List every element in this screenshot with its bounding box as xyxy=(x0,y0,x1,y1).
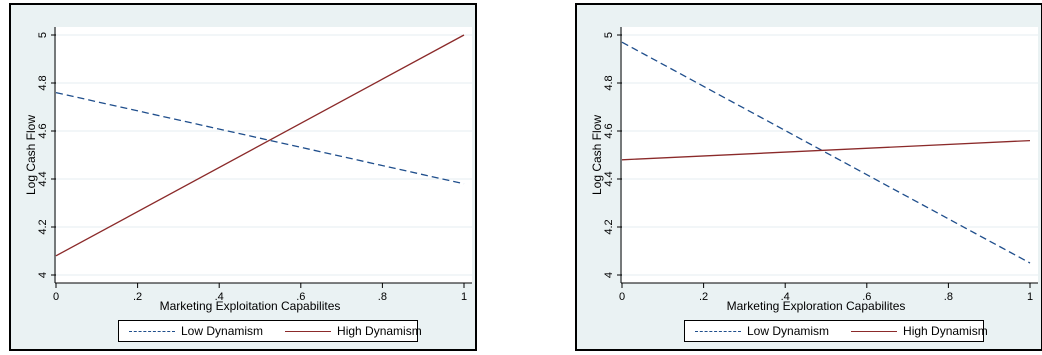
y-tick-label: 4.2 xyxy=(37,219,49,234)
chart-panel-exploitation: 4 4.2 4.4 4.6 4.8 5 0 .2 .4 .6 .8 1 Marketing Exploi… xyxy=(9,3,477,351)
legend-item-high: High Dynamism xyxy=(285,324,422,338)
x-tick-label: 1 xyxy=(1027,291,1033,303)
y-tick-label: 5 xyxy=(603,32,615,38)
y-tick-label: 4 xyxy=(603,272,615,278)
x-tick-label: .6 xyxy=(296,291,305,303)
chart-exploration: 4 4.2 4.4 4.6 4.8 5 0 .2 .4 .6 .8 1 Marketing Explor… xyxy=(590,27,1038,313)
y-tick-label: 5 xyxy=(37,32,49,38)
legend-item-low: Low Dynamism xyxy=(129,324,263,338)
y-tick-label: 4.2 xyxy=(603,219,615,234)
y-tick-label: 4.4 xyxy=(603,171,615,186)
series-line-high-dynamism xyxy=(55,34,465,257)
x-axis-label: Marketing Exploitation Capabilites xyxy=(160,299,341,313)
y-tick-label: 4.6 xyxy=(603,123,615,138)
legend-item-low: Low Dynamism xyxy=(695,324,829,338)
legend-item-high: High Dynamism xyxy=(851,324,988,338)
y-axis-label: Log Cash Flow xyxy=(24,115,38,195)
x-tick-label: .2 xyxy=(699,291,708,303)
legend-swatch-high xyxy=(851,330,898,332)
x-axis-label: Marketing Exploration Capabilites xyxy=(727,299,906,313)
legend: Low Dynamism High Dynamism xyxy=(118,320,422,342)
x-tick-label: .4 xyxy=(781,291,790,303)
x-tick-label: .4 xyxy=(215,291,224,303)
plot-area xyxy=(56,27,472,283)
y-tick-label: 4.4 xyxy=(37,171,49,186)
chart-panel-exploration: 4 4.2 4.4 4.6 4.8 5 0 .2 .4 .6 .8 1 Marketing Explor… xyxy=(575,3,1042,351)
legend-swatch-high xyxy=(285,330,332,332)
series-line-low-dynamism xyxy=(55,91,465,185)
y-tick-label: 4.8 xyxy=(37,75,49,90)
series-line-low-dynamism xyxy=(621,41,1031,264)
legend-label-low: Low Dynamism xyxy=(181,324,264,338)
series-line-high-dynamism xyxy=(621,139,1031,161)
legend-swatch-low xyxy=(129,330,175,332)
legend-label-low: Low Dynamism xyxy=(747,324,830,338)
x-tick-label: 0 xyxy=(619,291,625,303)
x-tick-label: 1 xyxy=(461,291,467,303)
legend-label-high: High Dynamism xyxy=(337,324,422,338)
x-tick-label: .8 xyxy=(378,291,387,303)
y-tick-label: 4.8 xyxy=(603,75,615,90)
x-tick-label: .8 xyxy=(944,291,953,303)
y-tick-label: 4 xyxy=(37,272,49,278)
y-tick-label: 4.6 xyxy=(37,123,49,138)
x-tick-label: .2 xyxy=(133,291,142,303)
x-tick-label: .6 xyxy=(862,291,871,303)
chart-exploitation: 4 4.2 4.4 4.6 4.8 5 0 .2 .4 .6 .8 1 Marketing Exploi… xyxy=(24,27,472,313)
y-axis-label: Log Cash Flow xyxy=(590,115,604,195)
legend-swatch-low xyxy=(695,330,741,332)
legend-label-high: High Dynamism xyxy=(903,324,988,338)
x-tick-label: 0 xyxy=(53,291,59,303)
legend: Low Dynamism High Dynamism xyxy=(684,320,988,342)
